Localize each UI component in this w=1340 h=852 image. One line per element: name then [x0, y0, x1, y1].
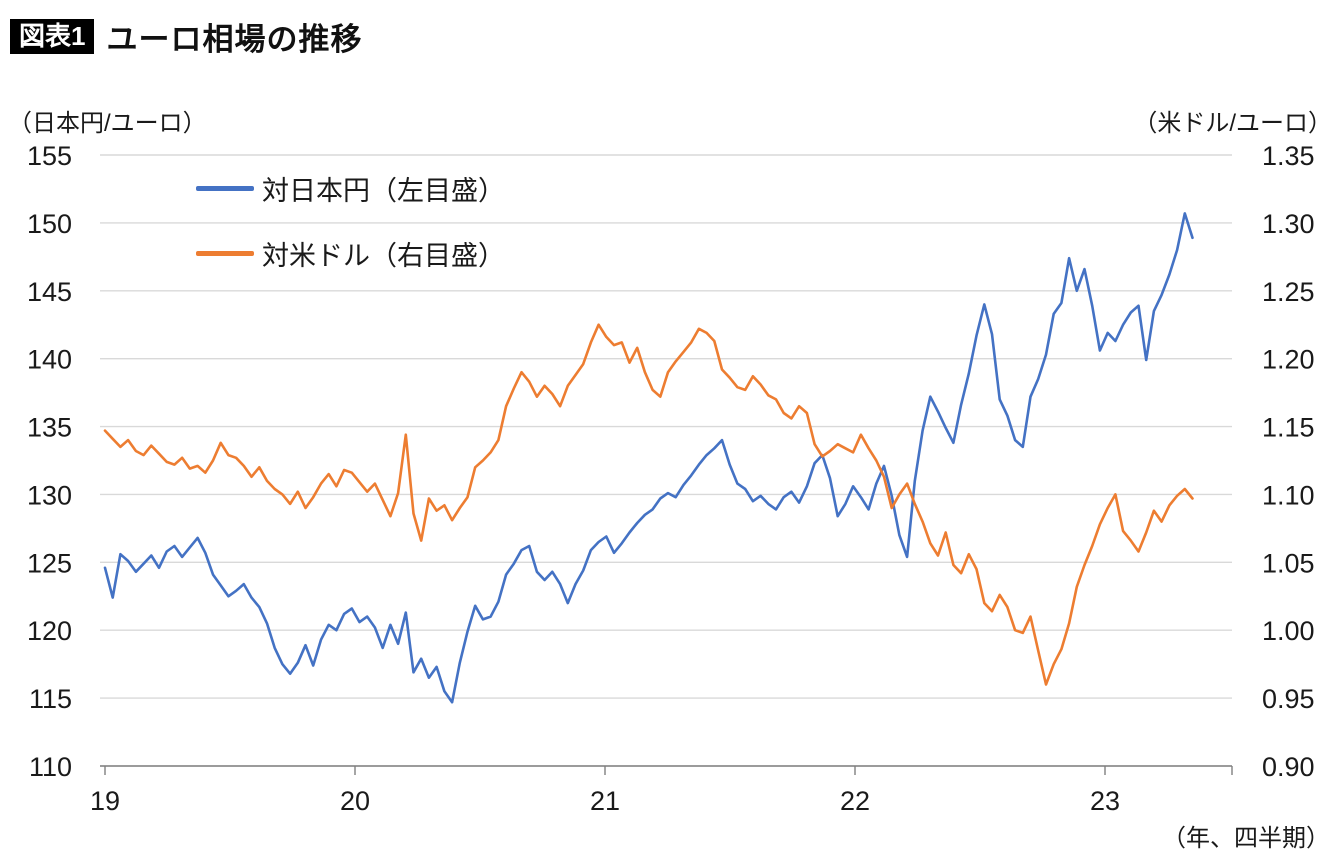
legend-item-jpy: 対日本円（左目盛） [196, 168, 505, 208]
left-axis-unit-label: （日本円/ユーロ） [8, 110, 207, 137]
y-axis-label-right: 1.00 [1262, 616, 1315, 646]
y-axis-label-right: 1.30 [1262, 209, 1315, 239]
legend-label-usd: 対米ドル（右目盛） [262, 240, 505, 271]
usd-line-swatch [196, 250, 254, 256]
y-axis-label-left: 150 [27, 209, 72, 239]
y-axis-label-left: 115 [29, 684, 72, 714]
y-axis-label-right: 0.95 [1262, 684, 1315, 714]
figure-number-badge: 図表1 [10, 19, 95, 54]
x-axis-note: （年、四半期） [1162, 825, 1330, 852]
y-axis-label-right: 1.25 [1262, 277, 1315, 307]
legend: 対日本円（左目盛） 対米ドル（右目盛） [196, 168, 505, 298]
y-axis-label-left: 135 [27, 413, 72, 443]
figure-header: 図表1 ユーロ相場の推移 [10, 14, 362, 59]
y-axis-label-left: 110 [29, 752, 72, 782]
y-axis-label-left: 120 [27, 616, 72, 646]
y-axis-label-left: 125 [27, 548, 72, 578]
y-axis-label-right: 0.90 [1262, 752, 1315, 782]
usd-series-line [103, 323, 1194, 686]
x-axis-label: 19 [90, 786, 120, 816]
x-axis-label: 20 [340, 786, 370, 816]
y-axis-label-left: 130 [27, 480, 72, 510]
x-axis-label: 22 [840, 786, 870, 816]
y-axis-label-right: 1.10 [1262, 480, 1315, 510]
y-axis-label-right: 1.20 [1262, 345, 1315, 375]
x-axis-label: 21 [590, 786, 620, 816]
jpy-line-swatch [196, 185, 254, 191]
legend-label-jpy: 対日本円（左目盛） [262, 175, 505, 206]
y-axis-label-right: 1.15 [1262, 413, 1315, 443]
y-axis-label-left: 140 [27, 345, 72, 375]
y-axis-label-right: 1.35 [1262, 141, 1315, 171]
right-axis-unit-label: （米ドル/ユーロ） [1133, 110, 1332, 137]
x-axis-label: 23 [1090, 786, 1120, 816]
y-axis-label-left: 155 [27, 141, 72, 171]
legend-item-usd: 対米ドル（右目盛） [196, 233, 505, 273]
y-axis-label-right: 1.05 [1262, 548, 1315, 578]
page-title: ユーロ相場の推移 [106, 22, 363, 57]
jpy-series-line [103, 212, 1194, 704]
y-axis-label-left: 145 [27, 277, 72, 307]
